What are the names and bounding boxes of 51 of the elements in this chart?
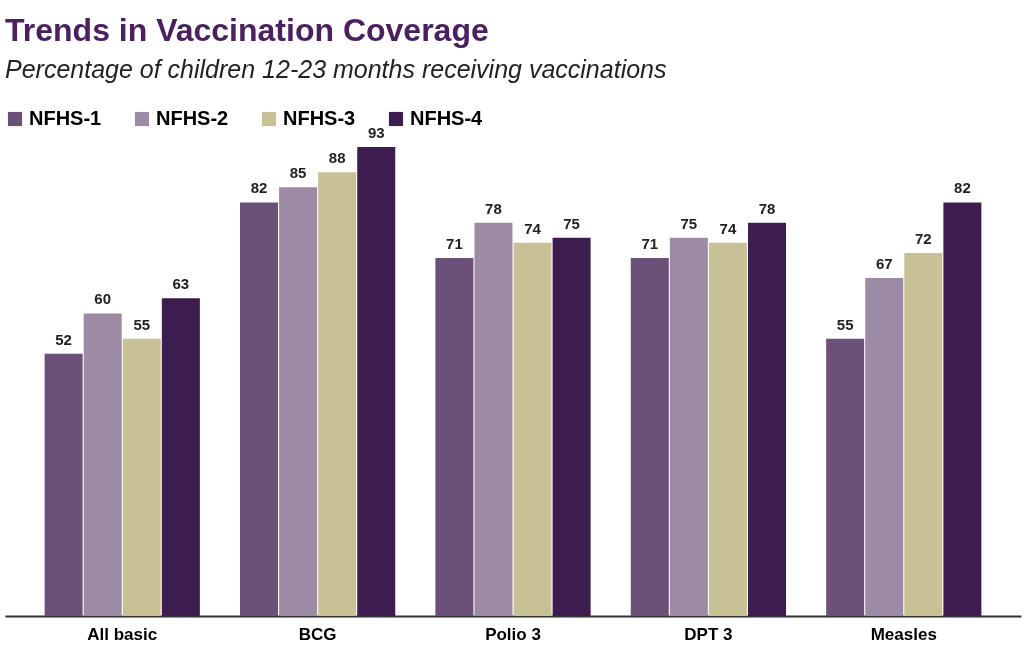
data-label: 82	[954, 179, 971, 197]
data-label: 82	[250, 179, 268, 197]
data-label: 55	[133, 315, 151, 333]
bar	[161, 298, 200, 616]
data-label: 85	[289, 164, 307, 182]
legend-label: NFHS-4	[410, 107, 484, 129]
legend-label: NFHS-3	[283, 107, 356, 129]
bar	[279, 187, 318, 616]
data-label: 78	[758, 199, 776, 217]
data-label: 71	[446, 234, 463, 252]
bar	[708, 242, 747, 616]
bar	[474, 222, 513, 616]
data-label: 78	[485, 199, 502, 217]
data-label: 74	[524, 219, 542, 237]
bar	[513, 242, 552, 616]
data-label: 74	[719, 219, 737, 237]
bar	[240, 202, 278, 616]
data-label: 75	[563, 214, 580, 232]
bar	[435, 257, 474, 616]
bar	[904, 252, 943, 616]
data-label: 63	[172, 275, 190, 293]
x-tick-label: DPT 3	[684, 624, 733, 644]
bar	[83, 313, 122, 616]
bar	[748, 222, 786, 616]
data-label: 60	[94, 290, 112, 308]
bar	[826, 338, 865, 616]
bar	[122, 338, 161, 616]
data-label: 71	[641, 234, 659, 252]
legend-label: NFHS-2	[156, 107, 229, 129]
chart-title: Trends in Vaccination Coverage	[5, 12, 489, 48]
bar	[357, 147, 396, 616]
data-label: 72	[914, 229, 932, 247]
bar	[943, 202, 982, 616]
bar	[630, 257, 669, 616]
x-tick-label: BCG	[298, 624, 337, 644]
data-label: 93	[367, 124, 385, 141]
x-tick-label: Measles	[870, 624, 937, 644]
bar	[669, 237, 708, 616]
data-label: 88	[328, 149, 346, 167]
bar	[318, 172, 357, 616]
data-label: 52	[55, 330, 72, 348]
data-label: 75	[680, 214, 698, 232]
x-tick-label: All basic	[87, 624, 158, 644]
bar	[44, 353, 83, 616]
chart-subtitle: Percentage of children 12-23 months receiving vaccinations	[5, 55, 667, 83]
legend-label: NFHS-1	[29, 107, 102, 129]
data-label: 55	[836, 315, 854, 333]
data-label: 67	[875, 255, 893, 273]
bar	[865, 278, 904, 616]
bar	[552, 237, 591, 616]
x-tick-label: Polio 3	[485, 624, 541, 644]
